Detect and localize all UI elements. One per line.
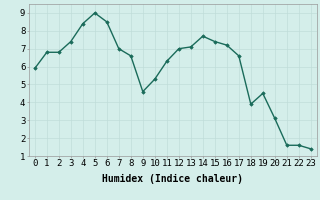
X-axis label: Humidex (Indice chaleur): Humidex (Indice chaleur) xyxy=(102,174,243,184)
